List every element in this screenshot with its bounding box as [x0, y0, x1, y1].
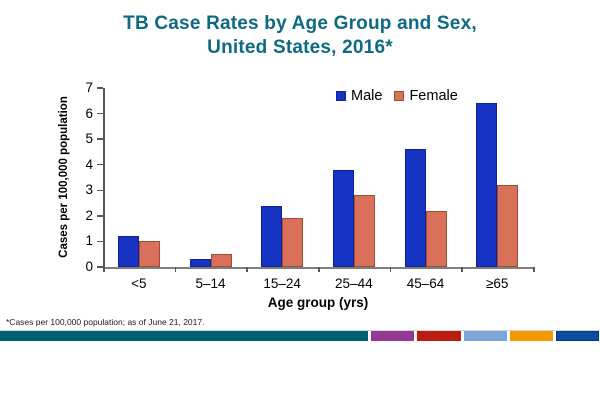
male-bar	[261, 205, 283, 267]
legend-label: Male	[351, 88, 383, 104]
y-tick-label: 7	[85, 80, 93, 95]
x-category-label: 5–14	[195, 276, 226, 291]
y-axis-tick	[97, 163, 103, 166]
male-bar	[332, 169, 354, 267]
x-axis-tick	[246, 267, 248, 272]
x-axis-tick	[103, 267, 105, 272]
footer-color-strip	[0, 331, 600, 341]
y-axis-tick	[97, 112, 103, 115]
x-category-label: <5	[131, 276, 147, 291]
strip-segment-navy	[556, 331, 599, 341]
legend: Male Female	[336, 88, 458, 104]
x-axis-title: Age group (yrs)	[267, 295, 369, 310]
footer-strip-topline	[0, 330, 600, 331]
female-bar	[425, 210, 447, 267]
y-axis-tick	[97, 189, 103, 192]
y-axis-tick	[97, 87, 103, 89]
female-bar	[138, 241, 160, 267]
male-bar	[476, 103, 498, 267]
x-axis-tick	[461, 267, 463, 272]
strip-segment-orange	[510, 331, 553, 341]
y-axis-tick	[97, 266, 103, 268]
y-tick-label: 3	[85, 182, 93, 198]
x-category-label: 25–44	[335, 276, 373, 291]
y-axis-tick	[97, 138, 103, 140]
strip-segment-purple	[371, 331, 414, 341]
male-bar	[404, 149, 426, 267]
y-axis-tick	[97, 240, 103, 243]
chart-title-line2: United States, 2016*	[207, 37, 393, 58]
female-bar	[210, 254, 232, 267]
x-axis-tick	[533, 267, 535, 272]
y-axis-tick	[97, 215, 103, 217]
chart-title-line1: TB Case Rates by Age Group and Sex,	[123, 13, 477, 34]
y-tick-label: 0	[85, 259, 93, 274]
male-legend-swatch	[336, 91, 346, 101]
x-axis-tick	[318, 267, 320, 272]
x-category-label: 45–64	[406, 276, 445, 291]
female-bar	[353, 195, 375, 267]
legend-item-male: Male	[336, 88, 382, 104]
x-axis-tick	[174, 267, 177, 272]
male-bar	[117, 236, 139, 267]
y-tick-label: 1	[85, 233, 93, 249]
footnote: *Cases per 100,000 population; as of Jun…	[6, 317, 205, 327]
y-tick-label: 6	[85, 105, 93, 121]
y-tick-label: 4	[85, 156, 93, 172]
male-bar	[189, 259, 211, 267]
legend-label: Female	[409, 88, 458, 104]
y-axis-line	[103, 88, 105, 267]
x-axis-tick	[389, 267, 392, 272]
strip-segment-teal	[0, 331, 368, 341]
strip-segment-light-blue	[464, 331, 507, 341]
female-legend-swatch	[394, 91, 405, 101]
chart-title: TB Case Rates by Age Group and Sex, Unit…	[0, 12, 600, 60]
legend-item-female: Female	[394, 88, 458, 104]
y-tick-label: 2	[85, 207, 93, 223]
x-category-label: 15–24	[263, 276, 301, 291]
x-category-label: ≥65	[485, 276, 509, 291]
y-tick-label: 5	[85, 131, 93, 147]
strip-segment-red	[417, 331, 461, 341]
female-bar	[282, 218, 304, 267]
female-bar	[497, 185, 519, 267]
